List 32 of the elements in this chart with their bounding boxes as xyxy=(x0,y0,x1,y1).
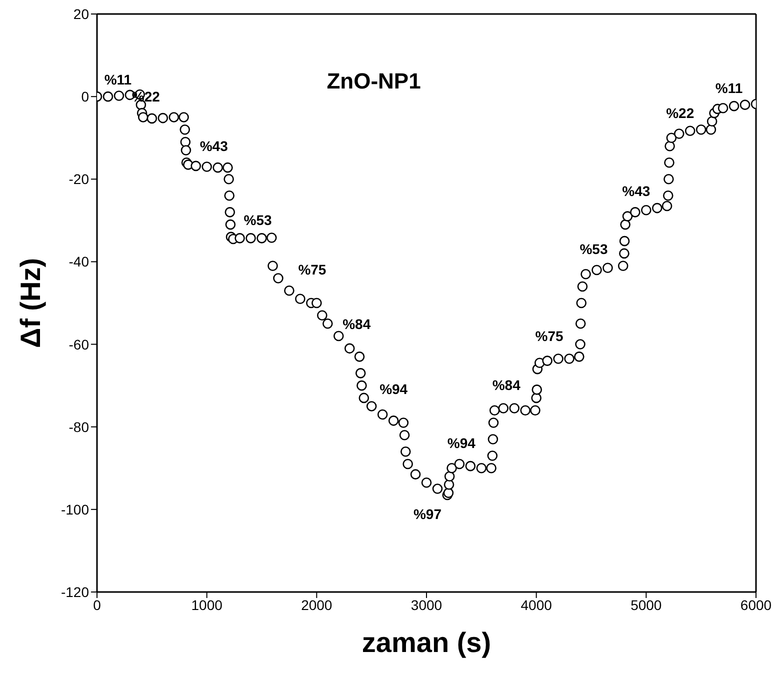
annotation: %53 xyxy=(580,240,608,257)
x-tick-label: 1000 xyxy=(191,596,223,613)
annotation: %53 xyxy=(244,212,272,228)
annotation: %84 xyxy=(342,316,371,332)
y-tick-label: 20 xyxy=(73,6,90,22)
y-tick-label: -40 xyxy=(68,254,90,270)
y-tick-label: -120 xyxy=(60,584,90,600)
annotation: %94 xyxy=(447,434,476,451)
y-tick-label: 0 xyxy=(81,88,90,105)
x-tick-label: 3000 xyxy=(410,596,442,613)
y-axis-title: Δf (Hz) xyxy=(14,258,46,348)
annotation: %75 xyxy=(535,328,564,344)
y-tick-label: -100 xyxy=(60,501,90,518)
annotation: %11 xyxy=(715,80,743,96)
x-tick-label: 4000 xyxy=(520,596,552,613)
y-tick-label: -60 xyxy=(68,336,90,352)
annotation: %43 xyxy=(200,138,228,154)
x-tick-label: 5000 xyxy=(630,596,662,613)
x-tick-label: 2000 xyxy=(301,596,332,613)
annotation: %43 xyxy=(622,183,650,200)
text: ZnO-NP1 xyxy=(326,68,421,94)
x-tick-label: 0 xyxy=(93,596,102,613)
y-tick-label: -80 xyxy=(68,418,90,435)
x-axis-title: zaman (s) xyxy=(362,627,492,658)
x-tick-label: 6000 xyxy=(740,596,772,613)
annotation: %75 xyxy=(298,262,326,278)
y-tick-label: -20 xyxy=(68,171,90,188)
annotation: %22 xyxy=(666,104,694,121)
annotation: %11 xyxy=(104,72,132,88)
annotation: %97 xyxy=(413,506,442,522)
annotation: %84 xyxy=(492,377,521,394)
annotation: %94 xyxy=(380,381,408,398)
